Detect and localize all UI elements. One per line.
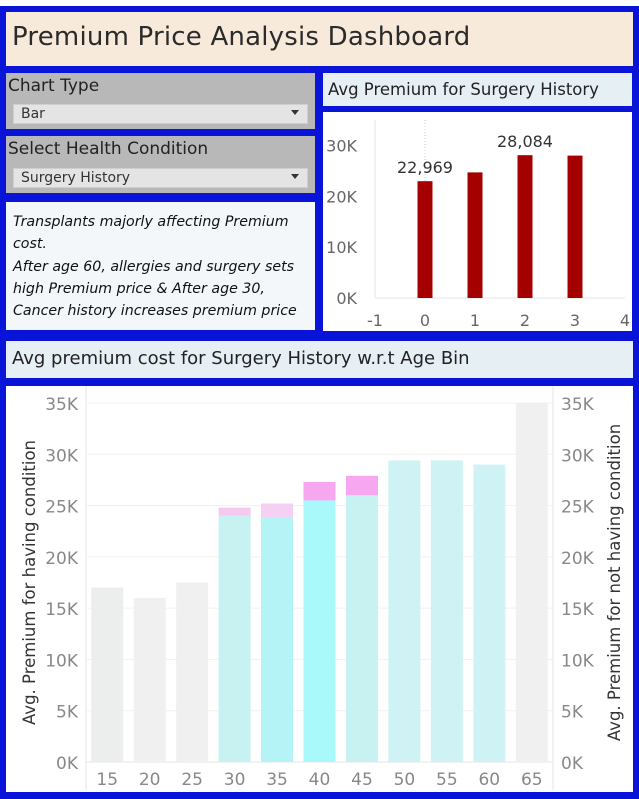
chart-type-filter: Chart Type Bar	[6, 73, 315, 129]
top-bar	[417, 181, 433, 298]
age-bin-bar	[515, 403, 548, 762]
bottom-x-tick-label: 30	[224, 770, 246, 790]
bottom-chart-panel: 0K 0K 5K 5K 10K 10K 15K 15K 20K 20K 25K 25K 30K 30K 35…	[6, 386, 633, 792]
dashboard-title: Premium Price Analysis Dashboard	[12, 22, 471, 52]
bottom-left-tick-label: 10K	[45, 651, 79, 671]
top-y-tick-label: 20K	[326, 187, 357, 206]
top-bar-chart: 0K 10K 20K 30K -1 0 1 2 3 4 22,969 28,084	[326, 120, 630, 330]
top-y-tick-label: 0K	[336, 289, 357, 308]
top-bar	[567, 155, 583, 298]
bottom-right-tick-label: 25K	[561, 498, 595, 518]
top-x-tick-label: -1	[367, 311, 383, 330]
age-bin-bar	[345, 495, 378, 762]
health-condition-filter: Select Health Condition Surgery History	[6, 136, 315, 193]
insight-note: Transplants majorly affecting Premium co…	[6, 202, 315, 330]
top-y-tick-label: 10K	[326, 238, 357, 257]
top-x-tick-label: 3	[570, 311, 580, 330]
age-bin-bar	[388, 460, 421, 762]
top-y-tick-label: 30K	[326, 136, 357, 155]
health-condition-label: Select Health Condition	[8, 139, 209, 159]
age-bin-bar	[176, 582, 209, 762]
bottom-left-tick-label: 25K	[45, 498, 79, 518]
chart-type-dropdown[interactable]: Bar	[13, 104, 308, 124]
age-bin-bar-segment	[218, 507, 251, 516]
age-bin-bar	[133, 597, 166, 762]
age-bin-bar	[218, 515, 251, 762]
top-chart-title: Avg Premium for Surgery History	[328, 80, 599, 99]
bottom-chart-title: Avg premium cost for Surgery History w.r…	[12, 348, 470, 369]
bottom-chart-header: Avg premium cost for Surgery History w.r…	[6, 341, 633, 378]
age-bin-bar-segment	[261, 503, 294, 518]
top-x-tick-label: 4	[620, 311, 630, 330]
bottom-x-tick-label: 20	[139, 770, 161, 790]
bottom-x-tick-label: 60	[478, 770, 500, 790]
health-condition-dropdown[interactable]: Surgery History	[13, 168, 308, 188]
chevron-down-icon	[291, 174, 299, 179]
bottom-right-tick-label: 15K	[561, 600, 595, 620]
bottom-x-tick-label: 15	[96, 770, 118, 790]
age-bin-bar-segment	[303, 481, 336, 501]
bottom-right-tick-label: 20K	[561, 549, 595, 569]
top-bar	[467, 172, 483, 298]
bottom-x-tick-label: 65	[521, 770, 543, 790]
bottom-right-tick-label: 5K	[561, 703, 584, 723]
bottom-x-tick-label: 45	[351, 770, 373, 790]
chevron-down-icon	[291, 110, 299, 115]
top-data-label: 22,969	[397, 158, 453, 177]
age-bin-bar	[430, 460, 463, 762]
top-data-label: 28,084	[497, 132, 553, 151]
bottom-right-tick-label: 30K	[561, 446, 595, 466]
insight-text: Transplants majorly affecting Premium co…	[13, 214, 297, 320]
age-bin-bar-segment	[345, 475, 378, 496]
bottom-x-tick-label: 55	[436, 770, 458, 790]
bottom-x-tick-label: 40	[309, 770, 331, 790]
bottom-left-tick-label: 5K	[56, 703, 79, 723]
chart-type-label: Chart Type	[8, 76, 100, 96]
bottom-right-tick-label: 35K	[561, 395, 595, 415]
bottom-right-tick-label: 10K	[561, 651, 595, 671]
chart-type-value: Bar	[21, 106, 45, 122]
bottom-right-axis-title: Avg. Premium for not having condition	[605, 424, 624, 741]
age-bin-bar	[261, 517, 294, 762]
bottom-left-axis-title: Avg. Premium for having condition	[20, 440, 39, 725]
top-bar	[517, 155, 533, 298]
top-x-tick-label: 0	[420, 311, 430, 330]
bottom-right-tick-label: 0K	[561, 754, 584, 774]
top-x-tick-label: 2	[520, 311, 530, 330]
bottom-x-tick-label: 25	[181, 770, 203, 790]
title-panel: Premium Price Analysis Dashboard	[6, 12, 633, 66]
age-bin-bar-chart: 0K 0K 5K 5K 10K 10K 15K 15K 20K 20K 25K 25K 30K 30K 35…	[20, 386, 624, 790]
bottom-left-tick-label: 15K	[45, 600, 79, 620]
bottom-x-tick-label: 35	[266, 770, 288, 790]
top-x-tick-label: 1	[470, 311, 480, 330]
top-chart-header: Avg Premium for Surgery History	[323, 73, 632, 106]
health-condition-value: Surgery History	[21, 170, 131, 186]
bottom-left-tick-label: 20K	[45, 549, 79, 569]
age-bin-bar	[91, 587, 124, 762]
bottom-left-tick-label: 0K	[56, 754, 79, 774]
bottom-left-tick-label: 30K	[45, 446, 79, 466]
age-bin-bar	[473, 464, 506, 762]
top-chart-panel: 0K 10K 20K 30K -1 0 1 2 3 4 22,969 28,084	[323, 112, 632, 331]
bottom-x-tick-label: 50	[394, 770, 416, 790]
age-bin-bar	[303, 500, 336, 762]
bottom-left-tick-label: 35K	[45, 395, 79, 415]
